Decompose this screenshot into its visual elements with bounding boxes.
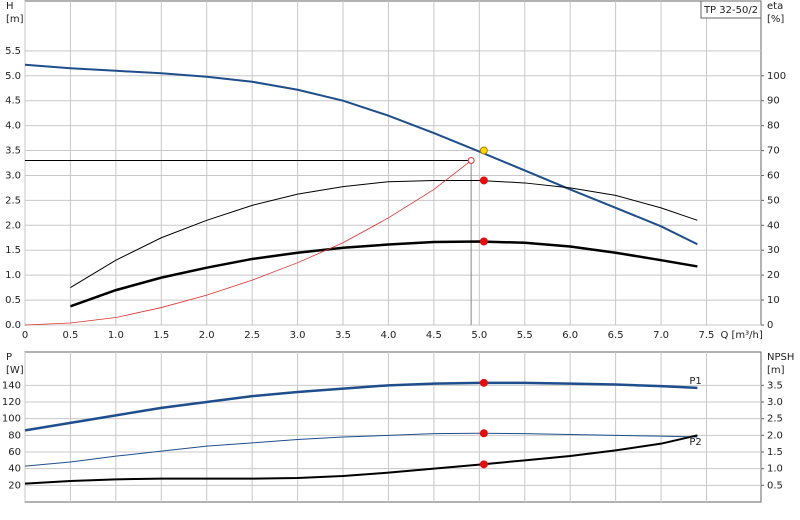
y-tick-label: 4.0 [5,121,21,132]
y-tick-label: 40 [8,464,21,475]
x-tick-label: 5.5 [517,330,533,341]
curve [24,160,472,326]
curve [24,381,698,432]
y-tick-label: 2.5 [5,195,21,206]
x-tick-label: 3.5 [335,330,351,341]
marker [479,429,488,438]
x-tick-label: 6.5 [608,330,624,341]
y-axis-label: P [6,352,12,363]
y2-tick-label: 0.5 [767,480,783,491]
x-tick-label: 3.0 [290,330,306,341]
curve [70,179,698,289]
marker [467,157,475,165]
series-label: P2 [689,437,701,448]
y2-axis-label: NPSH [767,352,794,363]
x-tick-label: 0.5 [62,330,78,341]
y2-tick-label: 20 [767,270,780,281]
x-tick-label: 6.0 [562,330,578,341]
y-tick-label: 100 [2,414,21,425]
y-tick-label: 60 [8,447,21,458]
x-tick-label: 2.0 [199,330,215,341]
y-tick-label: 2.0 [5,220,21,231]
title-box [700,0,762,19]
x-axis-label: Q [m³/h] [720,330,762,341]
marker [479,237,488,246]
x-tick-label: 5.0 [471,330,487,341]
y-tick-label: 5.5 [5,46,21,57]
chart-title: TP 32-50/2 [703,5,758,16]
y2-tick-label: 100 [767,71,786,82]
y2-tick-label: 70 [767,146,780,157]
y-tick-label: 4.5 [5,96,21,107]
y-tick-label: 120 [2,397,21,408]
y-tick-label: 0.0 [5,320,21,331]
y2-tick-label: 30 [767,245,780,256]
y2-tick-label: 0 [767,320,773,331]
y2-tick-label: 1.0 [767,464,783,475]
y2-tick-label: 90 [767,96,780,107]
marker [479,460,488,469]
y2-tick-label: 1.5 [767,447,783,458]
y-tick-label: 0.5 [5,295,21,306]
x-tick-label: 1.0 [108,330,124,341]
x-tick-label: 4.5 [426,330,442,341]
curve [24,432,698,467]
x-tick-label: 0 [22,330,28,341]
y2-tick-label: 2.5 [767,414,783,425]
y-tick-label: 80 [8,430,21,441]
marker [479,146,488,155]
x-tick-label: 7.0 [653,330,669,341]
y-tick-label: 3.5 [5,146,21,157]
y2-tick-label: 3.5 [767,380,783,391]
x-tick-label: 2.5 [244,330,260,341]
y2-tick-label: 80 [767,121,780,132]
x-tick-label: 7.5 [699,330,715,341]
curve [24,63,698,246]
marker [479,176,488,185]
y2-tick-label: 2.0 [767,430,783,441]
y2-axis-label: [%] [767,14,784,25]
curve [24,434,698,485]
y-tick-label: 3.0 [5,170,21,181]
y-tick-label: 1.5 [5,245,21,256]
y2-tick-label: 40 [767,220,780,231]
marker [479,378,488,387]
series-label: P1 [689,376,701,387]
y-tick-label: 5.0 [5,71,21,82]
y-axis-label: [W] [6,365,24,376]
plot-area [24,351,762,503]
x-tick-label: 1.5 [153,330,169,341]
y-tick-label: 140 [2,380,21,391]
y2-tick-label: 60 [767,170,780,181]
plot-area [24,0,762,326]
y-axis-label: H [6,1,14,12]
y2-axis-label: eta [767,1,783,12]
y2-tick-label: 10 [767,295,780,306]
curve [70,240,698,308]
y2-tick-label: 50 [767,195,780,206]
y-tick-label: 20 [8,480,21,491]
y2-tick-label: 3.0 [767,397,783,408]
x-tick-label: 4.0 [381,330,397,341]
y2-axis-label: [m] [767,365,785,376]
y-tick-label: 1.0 [5,270,21,281]
y-axis-label: [m] [6,14,24,25]
